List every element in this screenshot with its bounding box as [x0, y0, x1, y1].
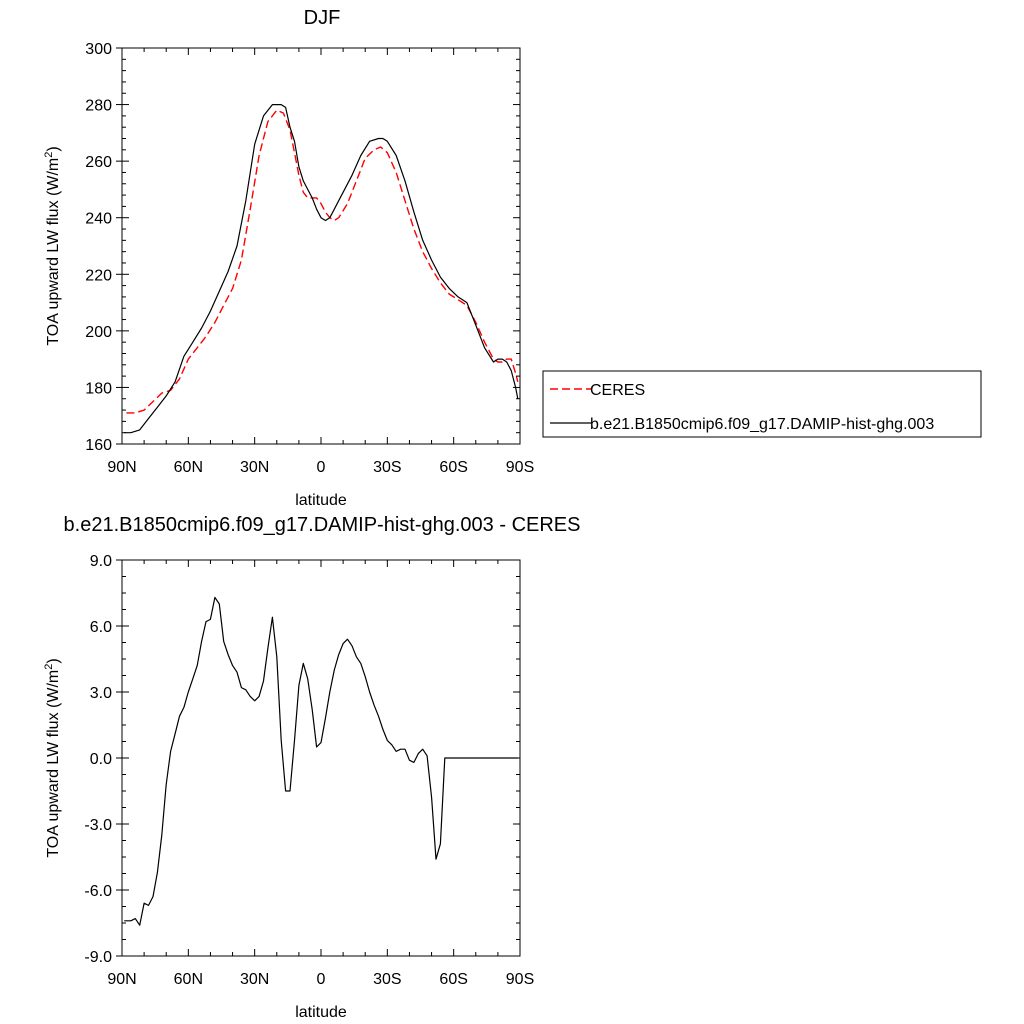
x-tick-label: 60N [174, 459, 203, 476]
y-tick-label: 240 [85, 211, 112, 228]
top-series-group [124, 103, 519, 434]
legend: CERES b.e21.B1850cmip6.f09_g17.DAMIP-his… [542, 370, 982, 438]
bottom-panel-title: b.e21.B1850cmip6.f09_g17.DAMIP-hist-ghg.… [64, 514, 581, 536]
top-panel: DJF 90N 60N 30N 0 30S 60S 90S 160 180 200 220 240 26… [43, 7, 534, 509]
y-tick-label: 180 [85, 380, 112, 397]
x-tick-label: 30N [240, 459, 269, 476]
y-tick-label: 3.0 [90, 685, 112, 702]
x-tick-label: 0 [317, 459, 326, 476]
bottom-x-axis-label: latitude [295, 1004, 347, 1021]
top-y-axis-label: TOA upward LW flux (W/m2) [43, 146, 62, 345]
x-tick-label: 60N [174, 971, 203, 988]
y-tick-label: -6.0 [84, 883, 112, 900]
x-tick-label: 90N [107, 459, 136, 476]
y-tick-label: 200 [85, 324, 112, 341]
x-tick-label: 30N [240, 971, 269, 988]
legend-label-model: b.e21.B1850cmip6.f09_g17.DAMIP-hist-ghg.… [590, 416, 934, 433]
y-tick-label: 0.0 [90, 751, 112, 768]
y-tick-label: 260 [85, 154, 112, 171]
x-tick-label: 90S [506, 971, 534, 988]
legend-box [542, 370, 982, 438]
y-tick-label: 6.0 [90, 619, 112, 636]
x-tick-label: 60S [439, 459, 467, 476]
x-tick-label: 30S [373, 971, 401, 988]
bottom-series-group [124, 596, 518, 926]
legend-label-ceres: CERES [590, 382, 645, 399]
top-ticks: 90N 60N 30N 0 30S 60S 90S 160 180 200 220 240 260 280… [85, 41, 534, 476]
x-tick-label: 30S [373, 459, 401, 476]
x-tick-label: 90N [107, 971, 136, 988]
top-panel-title: DJF [304, 7, 341, 29]
top-x-axis-label: latitude [295, 492, 347, 509]
x-tick-label: 0 [317, 971, 326, 988]
y-tick-label: 280 [85, 98, 112, 115]
bottom-y-axis-label: TOA upward LW flux (W/m2) [43, 658, 62, 857]
bottom-panel: b.e21.B1850cmip6.f09_g17.DAMIP-hist-ghg.… [43, 514, 580, 1021]
y-tick-label: 160 [85, 437, 112, 454]
bottom-series-line-0 [124, 596, 518, 926]
bottom-ticks: 90N 60N 30N 0 30S 60S 90S -9.0 -6.0 -3.0 0.0 3.0 6.0… [84, 553, 534, 988]
y-tick-label: 300 [85, 41, 112, 58]
top-series-line-0 [126, 109, 519, 414]
y-tick-label: 9.0 [90, 553, 112, 570]
top-series-line-1 [124, 103, 519, 434]
y-tick-label: -3.0 [84, 817, 112, 834]
x-tick-label: 90S [506, 459, 534, 476]
x-tick-label: 60S [439, 971, 467, 988]
y-tick-label: 220 [85, 267, 112, 284]
top-plot-frame [121, 47, 521, 445]
y-tick-label: -9.0 [84, 949, 112, 966]
